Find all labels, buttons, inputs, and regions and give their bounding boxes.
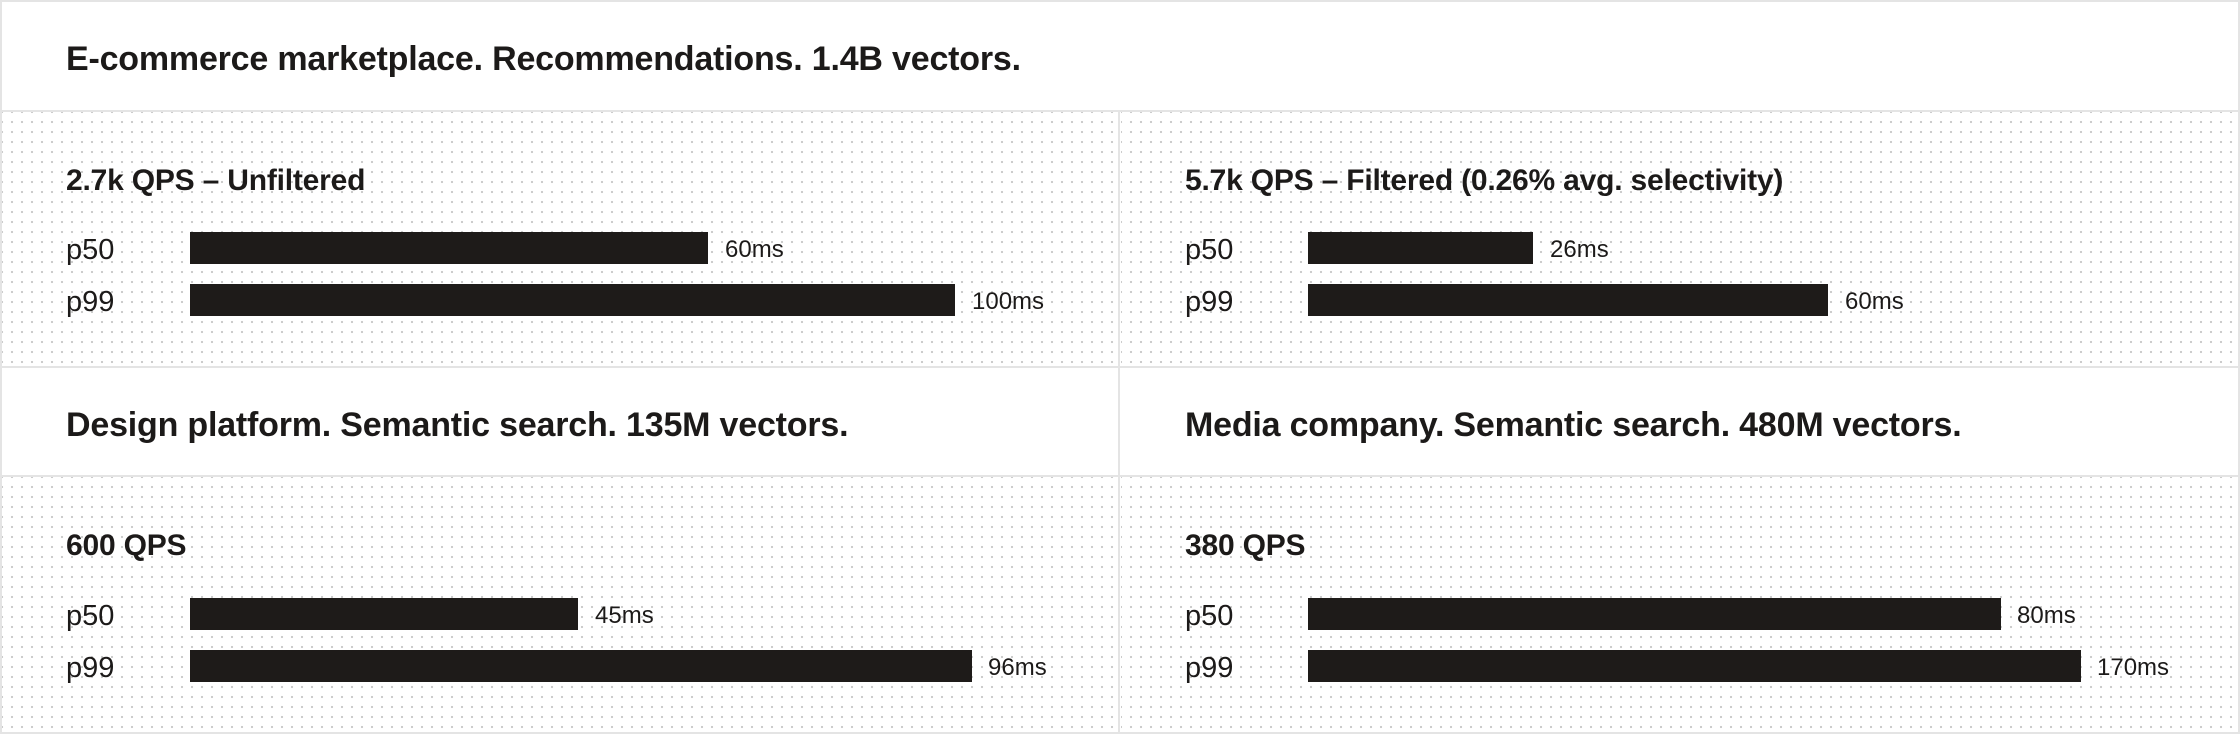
bar-p50 [1308, 232, 1533, 264]
divider-row-1 [0, 366, 2240, 368]
value-label-p99: 170ms [2097, 654, 2170, 681]
panel-background-media-company [1121, 477, 2238, 732]
bar-p50 [190, 598, 578, 630]
chart-subtitle: 380 QPS [1185, 529, 1306, 562]
value-label-p50: 45ms [595, 602, 654, 629]
row-label-p99: p99 [66, 286, 115, 318]
value-label-p99: 100ms [972, 288, 1045, 315]
divider-header-1 [0, 110, 2240, 112]
row-label-p99: p99 [66, 652, 115, 684]
bar-p99 [1308, 284, 1828, 316]
row-label-p50: p50 [1185, 600, 1234, 632]
chart-subtitle: 2.7k QPS – Unfiltered [66, 164, 366, 197]
divider-column [1118, 110, 1120, 734]
value-label-p99: 60ms [1845, 288, 1904, 315]
value-label-p50: 26ms [1550, 236, 1609, 263]
divider-header-2 [0, 475, 2240, 477]
value-label-p50: 60ms [725, 236, 784, 263]
bar-p50 [190, 232, 708, 264]
section-title: E-commerce marketplace. Recommendations.… [66, 40, 1021, 78]
bar-p99 [1308, 650, 2081, 682]
row-label-p99: p99 [1185, 286, 1234, 318]
bar-p99 [190, 650, 972, 682]
row-label-p50: p50 [66, 234, 115, 266]
chart-subtitle: 5.7k QPS – Filtered (0.26% avg. selectiv… [1185, 164, 1784, 197]
value-label-p99: 96ms [988, 654, 1047, 681]
bar-p99 [190, 284, 955, 316]
panel-background-ecommerce-filtered [1121, 112, 2238, 366]
value-label-p50: 80ms [2017, 602, 2076, 629]
chart-subtitle: 600 QPS [66, 529, 187, 562]
bar-p50 [1308, 598, 2001, 630]
row-label-p50: p50 [66, 600, 115, 632]
section-title: Design platform. Semantic search. 135M v… [66, 406, 849, 444]
row-label-p99: p99 [1185, 652, 1234, 684]
row-label-p50: p50 [1185, 234, 1234, 266]
section-title: Media company. Semantic search. 480M vec… [1185, 406, 1962, 444]
